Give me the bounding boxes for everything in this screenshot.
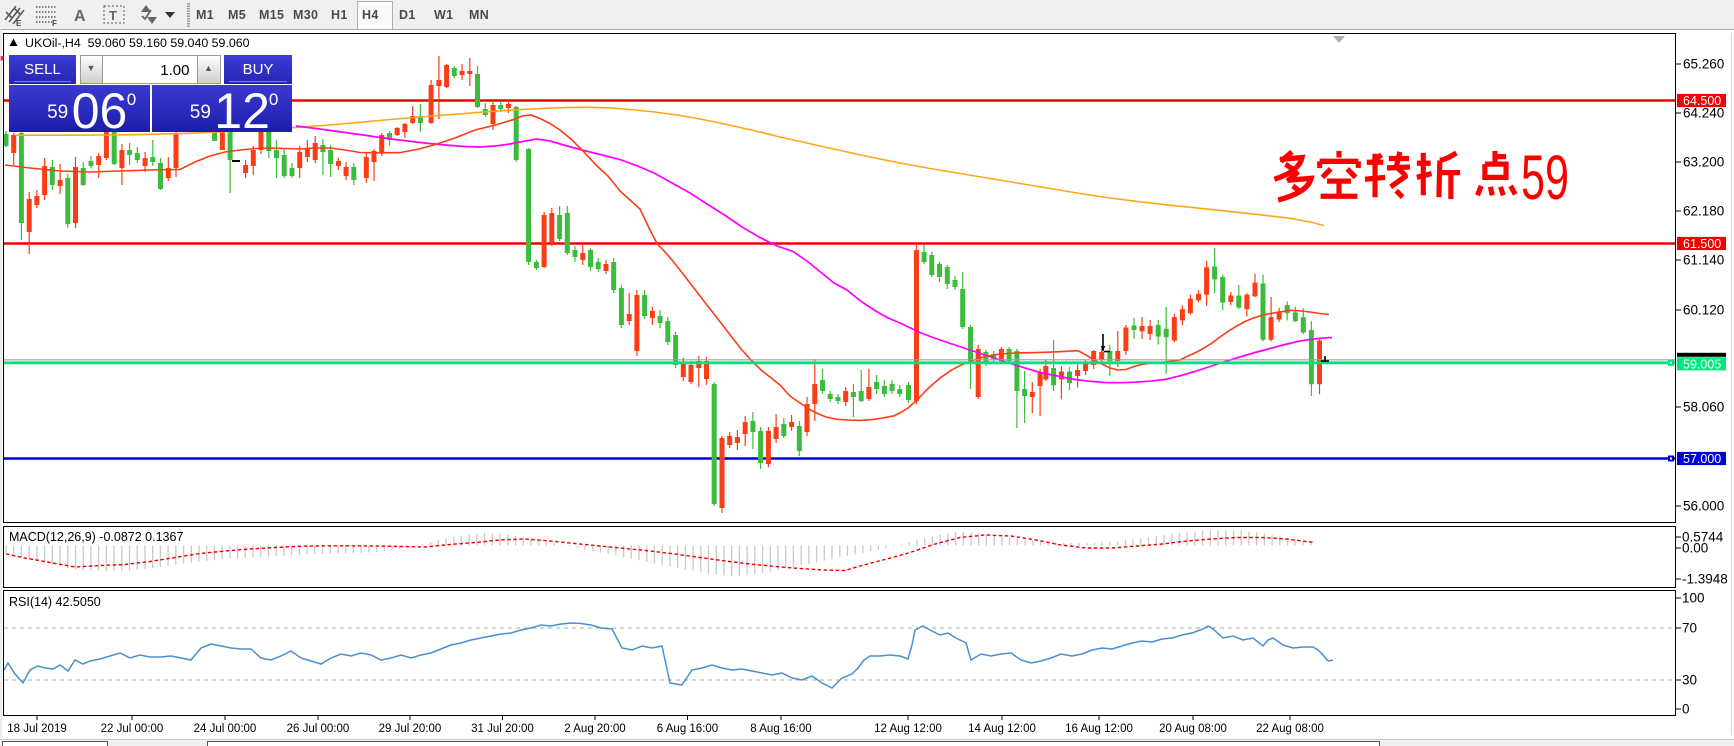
svg-text:56.000: 56.000 [1683,499,1724,514]
svg-text:61.140: 61.140 [1683,253,1724,268]
svg-text:29 Jul 20:00: 29 Jul 20:00 [379,723,442,735]
svg-text:20 Aug 08:00: 20 Aug 08:00 [1159,723,1227,735]
svg-text:0.00: 0.00 [1682,541,1708,556]
svg-text:64.500: 64.500 [1683,94,1721,108]
svg-text:22 Aug 08:00: 22 Aug 08:00 [1256,723,1324,735]
svg-text:100: 100 [1682,591,1705,606]
svg-text:18 Jul 2019: 18 Jul 2019 [7,723,66,735]
svg-text:12 Aug 12:00: 12 Aug 12:00 [874,723,942,735]
svg-text:58.060: 58.060 [1683,400,1724,415]
svg-text:22 Jul 00:00: 22 Jul 00:00 [101,723,164,735]
svg-text:0.5744: 0.5744 [1682,530,1724,545]
svg-text:61.500: 61.500 [1683,237,1721,251]
svg-text:2 Aug 20:00: 2 Aug 20:00 [564,723,625,735]
svg-text:16 Aug 12:00: 16 Aug 12:00 [1065,723,1133,735]
svg-text:57.000: 57.000 [1683,452,1721,466]
svg-text:8 Aug 16:00: 8 Aug 16:00 [750,723,811,735]
svg-text:26 Jul 00:00: 26 Jul 00:00 [287,723,350,735]
svg-text:A: A [74,8,86,25]
svg-text:6 Aug 16:00: 6 Aug 16:00 [657,723,718,735]
svg-text:RSI(14) 42.5050: RSI(14) 42.5050 [9,595,101,609]
svg-text:MACD(12,26,9) -0.0872 0.1367: MACD(12,26,9) -0.0872 0.1367 [9,530,183,544]
svg-text:59: 59 [1521,143,1569,213]
svg-text:F: F [52,19,57,28]
svg-text:0: 0 [1682,702,1690,717]
svg-text:14 Aug 12:00: 14 Aug 12:00 [968,723,1036,735]
svg-text:63.200: 63.200 [1683,155,1724,170]
svg-text:62.180: 62.180 [1683,204,1724,219]
svg-text:E: E [16,19,22,28]
svg-text:24 Jul 00:00: 24 Jul 00:00 [194,723,257,735]
svg-text:-1.3948: -1.3948 [1682,572,1728,587]
svg-text:31 Jul 20:00: 31 Jul 20:00 [471,723,534,735]
svg-text:60.120: 60.120 [1683,303,1724,318]
svg-text:30: 30 [1682,673,1697,688]
svg-text:UKOil-,H4 59.060 59.160 59.04: UKOil-,H4 59.060 59.160 59.040 59.060 [25,36,250,50]
svg-text:64.240: 64.240 [1683,106,1724,121]
svg-text:T: T [109,8,117,23]
svg-text:65.260: 65.260 [1683,57,1724,72]
svg-text:59.005: 59.005 [1683,357,1721,371]
svg-text:70: 70 [1682,621,1697,636]
